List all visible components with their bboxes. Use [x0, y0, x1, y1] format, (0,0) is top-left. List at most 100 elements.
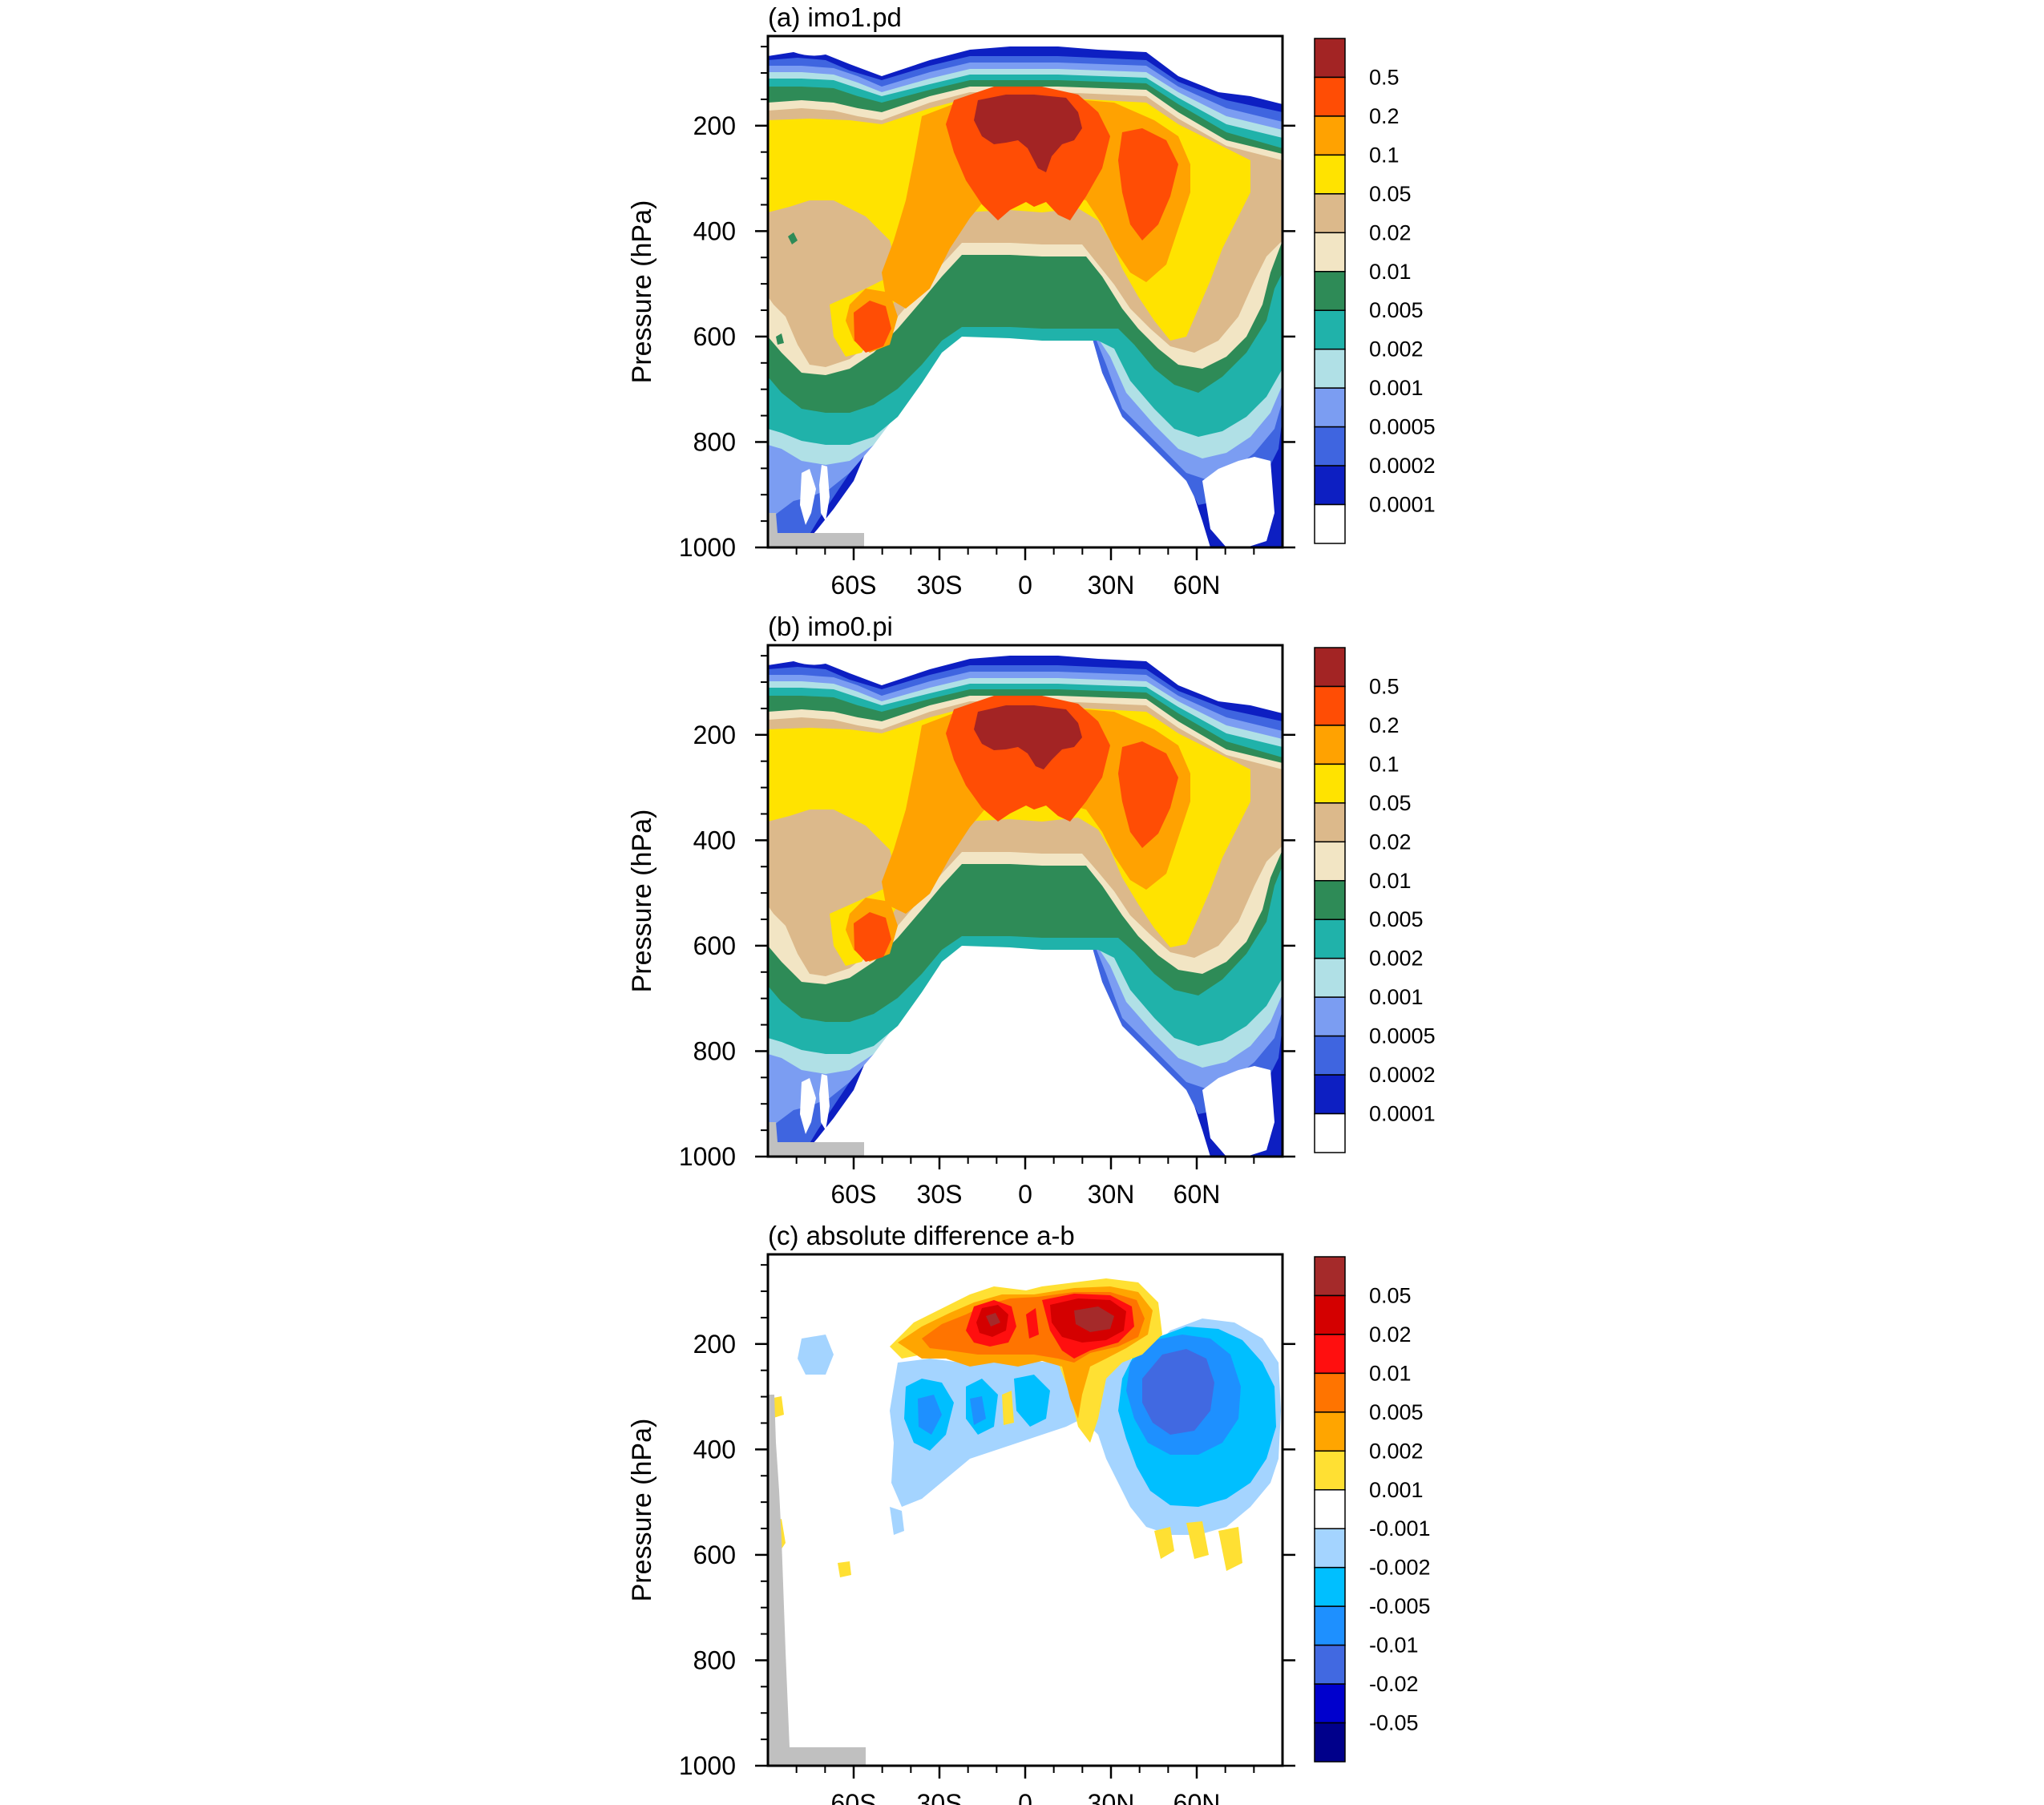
y-axis-label: Pressure (hPa)	[627, 810, 657, 993]
panel-b: (b) imo0.pi 60S 30S 0 30N 60N 20	[627, 612, 1436, 1209]
x-tick-label: 30N	[1088, 571, 1135, 600]
colorbar-box	[1314, 387, 1346, 428]
y-tick-label: 1000	[679, 1751, 736, 1780]
gray-terrain-left	[768, 513, 778, 533]
band-pos-0.05	[986, 1306, 1114, 1332]
band-0.1	[846, 98, 1190, 353]
panel-title: (b) imo0.pi	[768, 612, 893, 641]
x-tick-label: 60N	[1173, 1789, 1221, 1805]
gray-terrain-left	[768, 1122, 778, 1142]
colorbar-label: 0.002	[1369, 1439, 1424, 1463]
colorbar-box	[1314, 76, 1346, 117]
colorbar-label: -0.001	[1369, 1516, 1431, 1541]
colorbar-label: 0.0005	[1369, 415, 1436, 439]
colorbar-label: 0.02	[1369, 1322, 1412, 1347]
colorbar-box	[1314, 348, 1346, 389]
colorbar-box	[1314, 1334, 1346, 1375]
colorbar-label: 0.0002	[1369, 454, 1436, 478]
gray-terrain	[768, 533, 864, 547]
x-tick-label: 30S	[917, 1180, 963, 1209]
panel-a: (a) imo1.pd 60S 30S 0 30N 60N 200 400 600 800 10…	[627, 2, 1436, 600]
colorbar-box	[1314, 1605, 1346, 1646]
colorbar-box	[1314, 1489, 1346, 1529]
band-0.2	[854, 87, 1178, 353]
y-axis: 200 400 600 800 1000	[679, 46, 1295, 562]
colorbar-box	[1314, 193, 1346, 234]
x-axis: 60S 30S 0 30N 60N	[795, 547, 1255, 600]
x-tick-label: 30S	[917, 1789, 963, 1805]
y-tick-label: 400	[693, 826, 736, 854]
colorbar-box	[1314, 309, 1346, 350]
y-tick-label: 200	[693, 111, 736, 140]
colorbar-box	[1314, 38, 1346, 79]
colorbar-box	[1314, 725, 1346, 765]
colorbar-label: 0.2	[1369, 104, 1400, 128]
y-tick-label: 200	[693, 721, 736, 749]
colorbar-label: 0.05	[1369, 1283, 1412, 1307]
colorbar-box	[1314, 841, 1346, 882]
gap-white	[800, 457, 1274, 547]
colorbar-label: 0.01	[1369, 869, 1412, 893]
y-tick-label: 800	[693, 427, 736, 456]
colorbar-label: 0.02	[1369, 220, 1412, 244]
y-tick-label: 400	[693, 216, 736, 245]
colorbar-label: 0.005	[1369, 298, 1424, 322]
colorbar-label: 0.0001	[1369, 1102, 1436, 1126]
colorbar-label: 0.1	[1369, 752, 1400, 776]
band-0.5	[974, 95, 1082, 172]
colorbar-label: 0.01	[1369, 1361, 1412, 1385]
colorbar-box	[1314, 763, 1346, 804]
colorbar-label: -0.05	[1369, 1711, 1419, 1735]
colorbar-label: 0.5	[1369, 65, 1400, 89]
x-tick-label: 30N	[1088, 1180, 1135, 1209]
y-tick-label: 600	[693, 322, 736, 351]
colorbar-label: 0.01	[1369, 260, 1412, 284]
colorbar-box	[1314, 426, 1346, 466]
colorbar-box	[1314, 503, 1346, 544]
colorbar-box	[1314, 1074, 1346, 1115]
band-0.5	[974, 705, 1082, 769]
x-tick-label: 60S	[831, 1180, 877, 1209]
colorbar-label: 0.02	[1369, 830, 1412, 854]
colorbar-label: 0.05	[1369, 182, 1412, 206]
colorbar-box	[1314, 647, 1346, 688]
x-tick-label: 0	[1018, 1180, 1032, 1209]
x-tick-label: 30S	[917, 571, 963, 600]
colorbar: 0.5 0.2 0.1 0.05 0.02 0.01 0.005 0.002 0.001 0.00…	[1314, 38, 1436, 544]
y-axis: 200 400 600 800 1000	[679, 1264, 1295, 1780]
colorbar-box	[1314, 802, 1346, 843]
colorbar: 0.05 0.02 0.01 0.005 0.002 0.001 -0.001 -0.002 -…	[1314, 1256, 1431, 1763]
colorbar-box	[1314, 1256, 1346, 1297]
x-tick-label: 60S	[831, 1789, 877, 1805]
x-tick-label: 30N	[1088, 1789, 1135, 1805]
colorbar-box	[1314, 154, 1346, 195]
y-axis-label: Pressure (hPa)	[627, 200, 657, 384]
colorbar-box	[1314, 996, 1346, 1037]
x-axis: 60S 30S 0 30N 60N	[795, 1157, 1255, 1209]
colorbar-label: -0.005	[1369, 1594, 1431, 1618]
colorbar-box	[1314, 115, 1346, 156]
band-pos-0.001	[768, 1278, 1242, 1577]
colorbar-box	[1314, 271, 1346, 311]
colorbar-box	[1314, 1372, 1346, 1413]
contour-field	[768, 656, 1283, 1157]
y-tick-label: 400	[693, 1435, 736, 1464]
colorbar-box	[1314, 1644, 1346, 1685]
colorbar-box	[1314, 1683, 1346, 1724]
colorbar-label: -0.01	[1369, 1633, 1419, 1658]
y-axis: 200 400 600 800 1000	[679, 655, 1295, 1171]
colorbar-box	[1314, 880, 1346, 920]
y-tick-label: 1000	[679, 1142, 736, 1171]
colorbar-label: 0.002	[1369, 337, 1424, 361]
colorbar-label: 0.002	[1369, 947, 1424, 971]
x-tick-label: 60N	[1173, 1180, 1221, 1209]
colorbar-box	[1314, 957, 1346, 998]
colorbar-box	[1314, 1566, 1346, 1607]
x-axis: 60S 30S 0 30N 60N	[795, 1766, 1255, 1805]
colorbar-label: 0.5	[1369, 674, 1400, 698]
colorbar-box	[1314, 685, 1346, 726]
y-tick-label: 200	[693, 1330, 736, 1359]
x-tick-label: 0	[1018, 1789, 1032, 1805]
y-tick-label: 800	[693, 1036, 736, 1065]
y-tick-label: 800	[693, 1645, 736, 1674]
